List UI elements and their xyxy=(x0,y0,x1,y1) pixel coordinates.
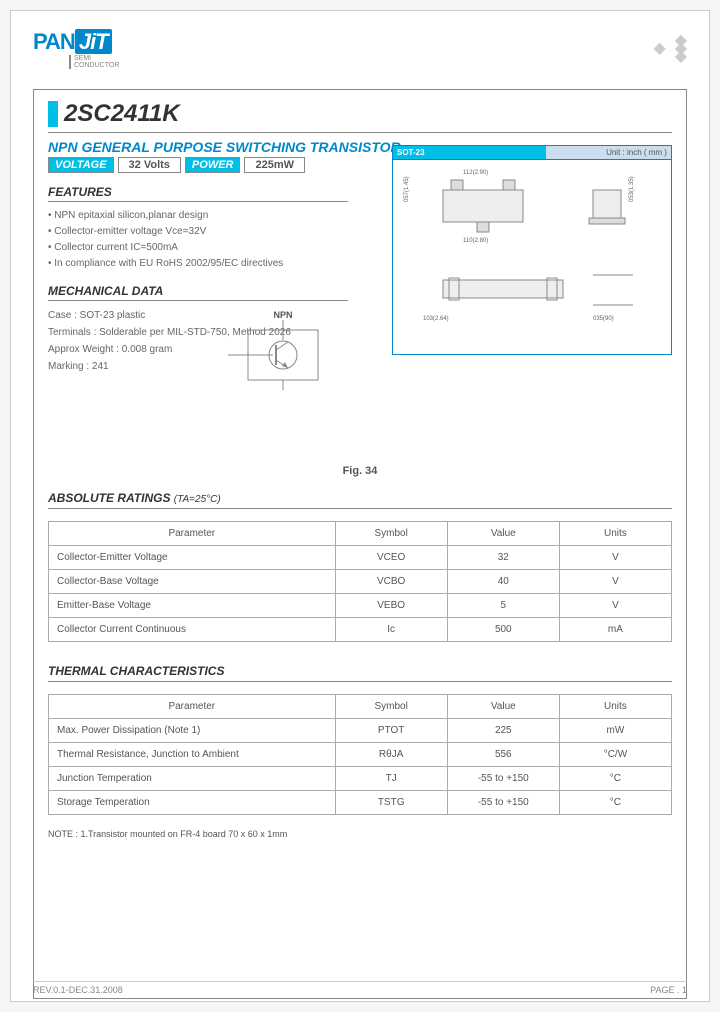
npn-label: NPN xyxy=(228,108,338,320)
svg-text:112(2.90): 112(2.90) xyxy=(463,170,488,176)
table-row: Collector-Emitter VoltageVCEO32V xyxy=(49,546,672,570)
logo-subtitle: SEMI CONDUCTOR xyxy=(69,55,119,69)
svg-text:035(90): 035(90) xyxy=(593,316,614,322)
table-row: Thermal Resistance, Junction to AmbientR… xyxy=(49,743,672,767)
table-row: Max. Power Dissipation (Note 1)PTOT225mW xyxy=(49,719,672,743)
part-number-row: 2SC2411K xyxy=(48,100,672,133)
col-symbol: Symbol xyxy=(335,695,447,719)
table-header-row: Parameter Symbol Value Units xyxy=(49,522,672,546)
part-number: 2SC2411K xyxy=(64,100,180,128)
col-value: Value xyxy=(447,522,559,546)
col-symbol: Symbol xyxy=(335,522,447,546)
table-row: Emitter-Base VoltageVEBO5V xyxy=(49,594,672,618)
page-footer: REV.0.1-DEC.31.2008 PAGE . 1 xyxy=(33,981,687,995)
unit-label: Unit : inch ( mm ) xyxy=(546,146,671,160)
col-units: Units xyxy=(559,695,671,719)
thermal-table: Parameter Symbol Value Units Max. Power … xyxy=(48,694,672,815)
accent-bar xyxy=(48,101,58,127)
package-drawing: 112(2.90) 110(2.80) 057(1.45) 053(1.35) … xyxy=(393,160,671,346)
table-header-row: Parameter Symbol Value Units xyxy=(49,695,672,719)
npn-symbol: NPN xyxy=(228,108,338,390)
col-parameter: Parameter xyxy=(49,522,336,546)
table-row: Junction TemperationTJ-55 to +150°C xyxy=(49,767,672,791)
svg-text:103(2.64): 103(2.64) xyxy=(423,316,449,322)
datasheet-page: PANJiT SEMI CONDUCTOR ◆◆ ◆◆ 2SC2411K NPN… xyxy=(10,10,710,1002)
diagram-body: 112(2.90) 110(2.80) 057(1.45) 053(1.35) … xyxy=(393,160,671,346)
col-units: Units xyxy=(559,522,671,546)
svg-text:057(1.45): 057(1.45) xyxy=(404,176,410,202)
package-diagram: SOT-23 Unit : inch ( mm ) 112(2.90) 110(… xyxy=(392,145,672,355)
logo-text-2: JiT xyxy=(75,29,112,54)
voltage-value: 32 Volts xyxy=(118,157,181,173)
absolute-ratings-table: Parameter Symbol Value Units Collector-E… xyxy=(48,521,672,642)
logo-text-1: PAN xyxy=(33,29,75,54)
revision-text: REV.0.1-DEC.31.2008 xyxy=(33,985,123,995)
package-label: SOT-23 xyxy=(393,146,546,160)
transistor-symbol-icon xyxy=(228,320,338,390)
voltage-label: VOLTAGE xyxy=(48,157,114,173)
page-header: PANJiT SEMI CONDUCTOR ◆◆ ◆◆ xyxy=(33,29,687,69)
table-row: Collector-Base VoltageVCBO40V xyxy=(49,570,672,594)
table-row: Storage TemperationTSTG-55 to +150°C xyxy=(49,791,672,815)
col-parameter: Parameter xyxy=(49,695,336,719)
thermal-heading: THERMAL CHARACTERISTICS xyxy=(48,664,672,682)
col-value: Value xyxy=(447,695,559,719)
svg-text:053(1.35): 053(1.35) xyxy=(629,176,635,202)
svg-text:110(2.80): 110(2.80) xyxy=(463,238,488,244)
content-frame: 2SC2411K NPN GENERAL PURPOSE SWITCHING T… xyxy=(33,89,687,999)
figure-label: Fig. 34 xyxy=(48,465,672,477)
absolute-ratings-heading: ABSOLUTE RATINGS (TA=25°C) xyxy=(48,491,672,509)
footnote: NOTE : 1.Transistor mounted on FR-4 boar… xyxy=(48,829,672,839)
page-number: PAGE . 1 xyxy=(650,985,687,995)
company-logo: PANJiT SEMI CONDUCTOR xyxy=(33,29,119,69)
decorative-dots: ◆◆ ◆◆ xyxy=(654,37,688,61)
table-row: Collector Current ContinuousIc500mA xyxy=(49,618,672,642)
